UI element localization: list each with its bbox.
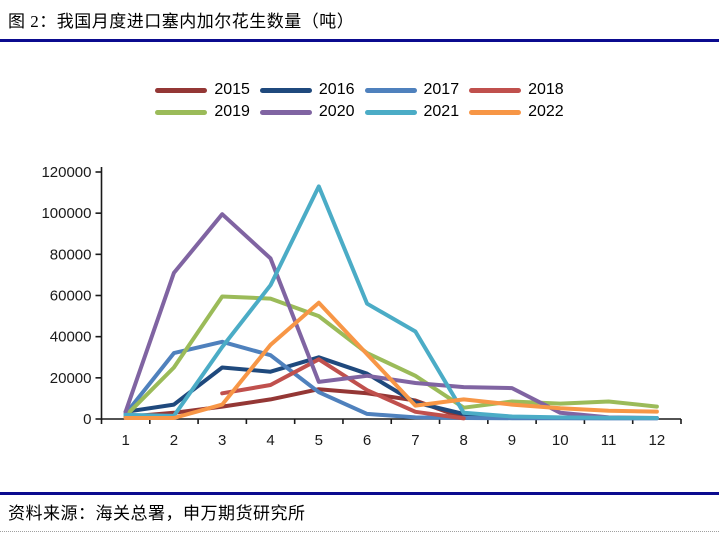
legend-item-2021: 2021 [364,103,460,120]
legend-swatch-2017 [364,87,417,93]
chart-legend: 2015 2016 2017 2018 2019 2020 2021 2022 [0,82,719,120]
legend-item-2020: 2020 [259,103,355,120]
x-tick-label-2: 2 [170,432,178,449]
x-tick-label-6: 6 [363,432,371,449]
legend-label-2019: 2019 [214,103,250,120]
y-tick-label-80000: 80000 [50,246,92,263]
legend-label-2016: 2016 [318,81,355,98]
y-tick-label-40000: 40000 [50,329,92,346]
legend-swatch-2019 [155,109,208,115]
x-tick-label-3: 3 [218,432,226,449]
series-line-2018 [220,357,466,421]
legend-swatch-2021 [364,109,417,115]
legend-swatch-2020 [259,109,312,115]
legend-item-2022: 2022 [469,104,564,120]
x-tick-label-7: 7 [411,432,419,449]
legend-row-1: 2015 2016 2017 2018 [155,81,564,98]
legend-item-2016: 2016 [259,81,355,98]
y-tick-label-20000: 20000 [50,370,92,387]
x-tick-label-10: 10 [552,432,569,449]
legend-item-2017: 2017 [364,81,460,98]
figure-title: 图 2：我国月度进口塞内加尔花生数量（吨） [8,12,355,31]
legend-swatch-2018 [469,87,522,93]
y-tick-label-120000: 120000 [41,164,91,181]
legend-swatch-2016 [259,87,312,93]
series-line-2022 [123,300,659,420]
legend-item-2019: 2019 [155,104,250,120]
legend-item-2015: 2015 [155,82,250,98]
top-divider-rule [0,39,719,42]
legend-label-2021: 2021 [423,103,460,120]
bottom-divider-rule [0,492,719,495]
y-tick-label-100000: 100000 [41,205,91,222]
legend-label-2017: 2017 [423,81,460,98]
legend-item-2018: 2018 [469,82,564,98]
y-tick-label-0: 0 [83,411,91,428]
legend-swatch-2015 [155,87,208,93]
legend-label-2020: 2020 [318,103,355,120]
x-tick-label-1: 1 [121,432,129,449]
x-tick-label-12: 12 [649,432,666,449]
legend-label-2018: 2018 [528,81,564,98]
page-dotted-separator [0,531,719,532]
y-tick-label-60000: 60000 [50,288,92,305]
legend-row-2: 2019 2020 2021 2022 [155,103,564,120]
legend-label-2015: 2015 [214,81,250,98]
x-tick-label-5: 5 [315,432,323,449]
series-line-2019 [123,294,659,418]
x-tick-label-4: 4 [266,432,274,449]
x-tick-label-8: 8 [460,432,468,449]
legend-label-2022: 2022 [528,103,564,120]
x-tick-label-9: 9 [508,432,516,449]
source-note: 资料来源：海关总署，申万期货研究所 [8,504,306,523]
series-line-2021 [123,184,659,420]
legend-swatch-2022 [469,109,522,115]
x-tick-label-11: 11 [601,432,617,449]
